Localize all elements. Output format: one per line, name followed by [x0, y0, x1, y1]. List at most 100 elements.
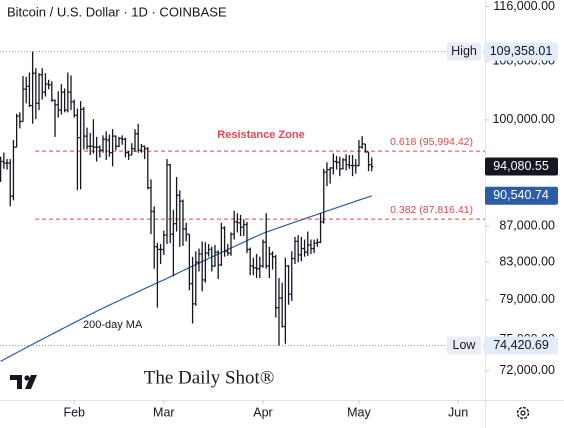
- ohlc-bar: [335, 155, 339, 170]
- ohlc-bar: [239, 214, 243, 236]
- ohlc-bar: [216, 250, 220, 279]
- ohlc-bar: [11, 140, 15, 201]
- ohlc-bar: [104, 131, 108, 160]
- chart-title: Bitcoin / U.S. Dollar · 1D · COINBASE: [7, 4, 227, 19]
- level-name: Low: [453, 338, 477, 352]
- ohlc-bar: [82, 107, 86, 150]
- ohlc-bar: [88, 133, 92, 156]
- ohlc-bar: [72, 99, 76, 118]
- ohlc-bar: [2, 152, 6, 169]
- ohlc-bar: [357, 140, 361, 167]
- ohlc-bar: [210, 246, 214, 272]
- ohlc-bar: [162, 230, 166, 255]
- level-name-box: [447, 336, 481, 355]
- ohlc-bar: [194, 251, 198, 306]
- ohlc-bar: [360, 136, 364, 149]
- tv-logo: [10, 375, 37, 389]
- last-price-box: [485, 157, 558, 176]
- ohlc-bar: [277, 278, 281, 346]
- ohlc-bar: [219, 222, 223, 266]
- level-name: High: [451, 44, 477, 58]
- ohlc-bar: [149, 179, 153, 235]
- ohlc-bar: [34, 68, 38, 120]
- ohlc-bar: [274, 254, 278, 318]
- ohlc-bar: [75, 108, 79, 191]
- ohlc-bar: [43, 73, 47, 97]
- ohlc-bar: [287, 264, 291, 305]
- y-tick-label: 83,000.00: [499, 255, 555, 269]
- ohlc-bar: [367, 151, 371, 172]
- ohlc-bar: [63, 88, 67, 113]
- ohlc-bar: [370, 157, 374, 172]
- ohlc-bar: [303, 239, 307, 257]
- ohlc-bar: [168, 163, 172, 244]
- ohlc-bar: [242, 219, 246, 236]
- ohlc-bar: [21, 76, 25, 123]
- ohlc-bar: [120, 135, 124, 145]
- ohlc-bar: [171, 209, 175, 277]
- ohlc-bar: [325, 162, 329, 187]
- y-tick-label: 72,000.00: [499, 363, 555, 377]
- settings-icon[interactable]: [516, 406, 530, 420]
- ohlc-bar: [56, 91, 60, 118]
- ohlc-bar: [95, 136, 99, 162]
- ohlc-bar: [101, 135, 105, 153]
- ohlc-bar: [114, 135, 118, 151]
- ohlc-bar: [136, 123, 140, 153]
- ohlc-bar: [344, 154, 348, 171]
- ohlc-bar: [50, 81, 54, 102]
- zone-label: Resistance Zone: [217, 129, 304, 141]
- ohlc-bar: [267, 246, 271, 279]
- ohlc-bar: [341, 158, 345, 170]
- ohlc-bar: [143, 145, 147, 160]
- ohlc-bar: [31, 51, 35, 124]
- ohlc-bar: [207, 244, 211, 257]
- ohlc-bar: [91, 119, 95, 154]
- ohlc-bar: [229, 232, 233, 256]
- x-tick-label: Mar: [153, 405, 175, 419]
- ohlc-bar: [187, 233, 191, 291]
- ohlc-bar: [85, 127, 89, 150]
- ohlc-bar: [261, 239, 265, 268]
- y-tick-label: 100,000.00: [492, 112, 555, 126]
- ohlc-bar: [8, 159, 12, 207]
- ohlc-bar: [18, 112, 22, 129]
- ohlc-bar: [47, 79, 51, 90]
- ohlc-bar: [299, 236, 303, 262]
- ohlc-bar: [347, 155, 351, 169]
- ohlc-bar: [130, 143, 134, 156]
- ohlc-bar: [0, 156, 3, 182]
- ohlc-bar: [248, 247, 252, 276]
- ohlc-bar: [197, 248, 201, 272]
- ohlc-bar: [117, 136, 121, 148]
- ohlc-bar: [255, 253, 259, 279]
- ohlc-bar: [271, 251, 275, 270]
- ohlc-bar: [178, 190, 182, 247]
- ohlc-bar: [258, 256, 262, 279]
- ohlc-bar: [232, 210, 236, 240]
- y-tick-label: 116,000.00: [493, 0, 555, 13]
- ohlc-bar: [24, 76, 28, 104]
- ma-line: [0, 195, 372, 362]
- ohlc-bar: [123, 137, 127, 158]
- ohlc-bar: [331, 153, 335, 175]
- ohlc-bar: [264, 213, 268, 269]
- ohlc-bar: [79, 101, 83, 190]
- ohlc-bar: [203, 242, 207, 283]
- ohlc-bar: [245, 221, 249, 254]
- x-tick-label: Feb: [63, 405, 85, 419]
- ohlc-bar: [184, 222, 188, 242]
- ohlc-bar: [363, 143, 367, 153]
- x-tick-label: Apr: [253, 405, 272, 419]
- level-name-box: [447, 42, 481, 61]
- ohlc-bar: [191, 256, 195, 324]
- ohlc-bar: [37, 73, 41, 111]
- ohlc-bar: [165, 159, 169, 245]
- ohlc-bar: [338, 156, 342, 177]
- ohlc-bar: [175, 176, 179, 232]
- ohlc-bar: [306, 231, 310, 256]
- level-value-box: [484, 336, 558, 355]
- ohlc-bar: [111, 129, 115, 167]
- ohlc-bar: [200, 241, 204, 292]
